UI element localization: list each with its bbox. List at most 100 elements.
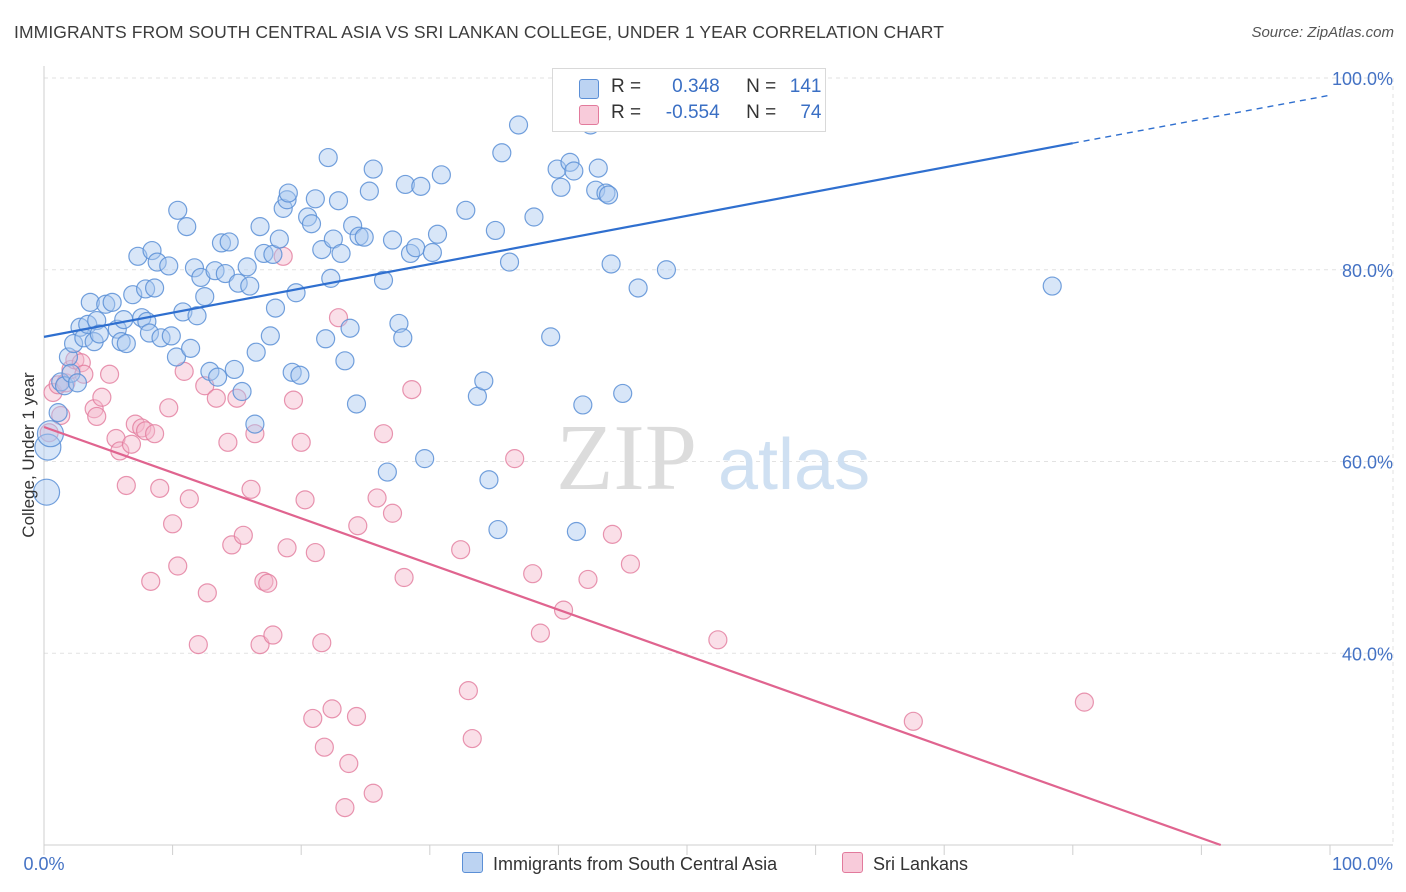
- south-central-asia-point: [181, 338, 201, 358]
- south-central-asia-point: [343, 216, 363, 236]
- south-central-asia-point: [211, 233, 232, 253]
- south-central-asia-point: [89, 324, 109, 344]
- south-central-asia-point: [346, 394, 367, 414]
- legend-r-label: R =: [611, 102, 642, 123]
- sri-lankans-point: [348, 516, 368, 536]
- sri-lankans-point: [277, 538, 297, 558]
- south-central-asia-point: [142, 240, 162, 261]
- sri-lankans-point: [523, 564, 543, 584]
- sri-lankans-point: [305, 542, 325, 563]
- south-central-asia-point: [139, 323, 160, 343]
- chart-title: IMMIGRANTS FROM SOUTH CENTRAL ASIA VS SR…: [14, 22, 944, 42]
- south-central-asia-point: [431, 165, 451, 185]
- south-central-asia-point: [177, 217, 197, 237]
- sri-lankans-point: [708, 630, 728, 650]
- legend-swatch-blue: [579, 79, 599, 99]
- south-central-asia-point: [340, 318, 360, 338]
- sri-lankans-point: [87, 406, 107, 427]
- south-central-asia-point: [144, 278, 165, 298]
- tick-labels: 40.0% 60.0% 80.0% 100.0% 0.0% 100.0%: [23, 69, 1393, 874]
- sri-lankans-point: [451, 540, 471, 560]
- south-central-asia-point: [335, 351, 355, 371]
- south-central-asia-point: [588, 158, 608, 178]
- south-central-asia-point: [485, 220, 505, 241]
- sri-lankans-point: [462, 728, 482, 749]
- sri-lankans-point: [121, 434, 142, 454]
- sri-lankans-point: [144, 424, 165, 444]
- south-central-asia-point: [278, 183, 298, 203]
- south-central-asia-point: [488, 519, 508, 540]
- x-tick-label: 100.0%: [1332, 854, 1393, 874]
- legend-n-value: 74: [800, 102, 822, 123]
- sri-lankans-point: [373, 424, 394, 444]
- south-central-asia-point: [601, 254, 621, 274]
- south-central-asia-point: [232, 381, 252, 402]
- south-central-asia-point: [208, 367, 228, 387]
- south-central-asia-point: [147, 252, 167, 272]
- sri-lankans-point: [903, 711, 923, 731]
- sri-lankans-point: [283, 390, 304, 410]
- legend-swatch-pink: [579, 105, 599, 125]
- south-central-asia-point: [63, 333, 84, 354]
- south-central-asia-point: [32, 478, 61, 506]
- south-central-asia-point: [499, 252, 520, 272]
- south-central-asia-point: [382, 230, 403, 250]
- south-central-asia-point: [246, 342, 266, 362]
- south-central-asia-point: [286, 283, 306, 303]
- sri-lankans-point: [295, 490, 315, 510]
- south-central-asia-point: [80, 292, 100, 312]
- bottom-legend-swatch-pink: [842, 852, 863, 873]
- sri-lankans-point: [367, 488, 387, 508]
- south-central-asia-point: [363, 159, 383, 179]
- south-central-asia-point: [377, 462, 397, 482]
- sri-lankans-point: [92, 387, 112, 407]
- south-central-asia-point: [328, 191, 349, 211]
- south-central-asia-point: [566, 521, 587, 542]
- south-central-asia-point: [598, 185, 619, 205]
- south-central-asia-point: [474, 371, 494, 391]
- south-central-asia-point: [613, 383, 633, 404]
- sri-lankans-point: [402, 379, 422, 400]
- south-central-asia-point: [373, 270, 394, 290]
- sri-lankans-trend-line: [43, 425, 1222, 847]
- sri-lankans-point: [346, 706, 367, 727]
- south-central-asia-point: [422, 242, 442, 263]
- sri-lankans-point: [197, 583, 217, 603]
- south-central-asia-point: [290, 365, 310, 385]
- sri-lankans-point: [84, 399, 104, 419]
- south-central-asia-point: [656, 260, 677, 280]
- sri-lankans-point: [258, 573, 278, 593]
- sri-lankans-point: [458, 681, 478, 701]
- south-central-asia-point: [102, 292, 122, 312]
- sri-lankans-point: [99, 364, 120, 384]
- sri-lankans-point: [163, 514, 183, 534]
- sri-lankans-point: [206, 388, 226, 408]
- south-central-asia-point: [415, 449, 435, 469]
- sri-lankans-point: [339, 753, 359, 774]
- south-central-asia-point: [301, 214, 322, 234]
- south-central-asia-point: [128, 246, 148, 266]
- south-central-asia-point: [508, 115, 529, 135]
- bottom-legend-swatch-blue: [462, 852, 483, 873]
- y-axis-title: College, Under 1 year: [19, 372, 38, 538]
- watermark-zip: ZIP: [556, 406, 697, 510]
- south-central-asia-point: [393, 328, 413, 348]
- sri-lankans-point: [116, 475, 136, 496]
- sri-lankans-point: [620, 554, 641, 574]
- sri-lankans-points: [39, 246, 1094, 818]
- sri-lankans-point: [150, 478, 170, 498]
- south-central-asia-point: [237, 257, 257, 277]
- sri-lankans-point: [394, 567, 414, 588]
- sri-lankans-point: [553, 600, 574, 620]
- y-tick-label: 100.0%: [1332, 69, 1393, 89]
- sri-lankans-point: [303, 708, 323, 729]
- south-central-asia-point: [427, 224, 448, 244]
- south-central-asia-point: [159, 256, 179, 276]
- south-central-asia-point: [331, 243, 351, 264]
- sri-lankans-point: [51, 405, 71, 426]
- south-central-asia-point: [269, 229, 289, 249]
- south-central-asia-point: [406, 238, 426, 258]
- south-central-asia-point: [240, 276, 260, 296]
- south-central-asia-point: [400, 243, 421, 264]
